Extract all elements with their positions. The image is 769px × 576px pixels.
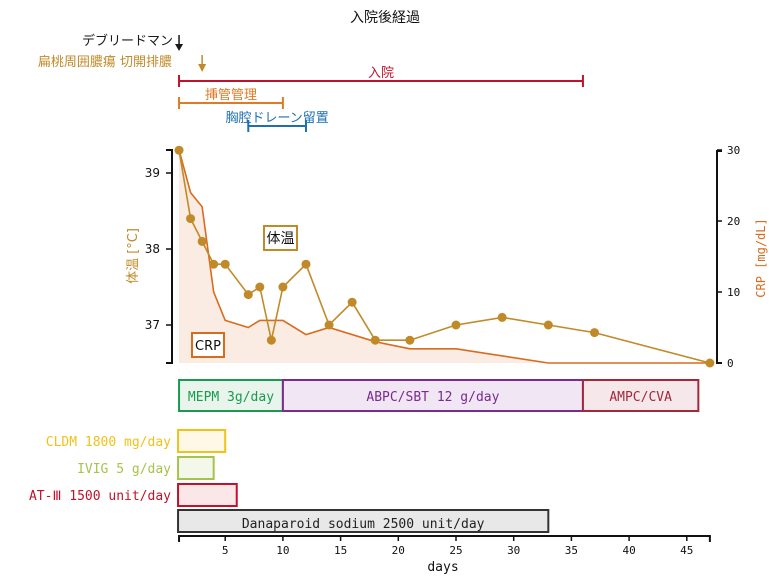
x-axis-label: days [427, 560, 458, 575]
antibiotic-bar: MEPM 3g/day [178, 379, 284, 412]
x-tick-label: 40 [622, 544, 635, 557]
svg-text:AMPC/CVA: AMPC/CVA [609, 390, 672, 405]
left-tick-label: 38 [145, 242, 160, 256]
x-tick-label: 30 [507, 544, 520, 557]
temperature-point [347, 297, 357, 307]
temperature-point [405, 335, 415, 345]
right-tick-label: 30 [727, 144, 740, 157]
arrow-down-icon [175, 44, 184, 51]
temperature-point [243, 290, 253, 300]
crp-legend-label: CRP [195, 339, 221, 354]
x-tick-label: 45 [680, 544, 693, 557]
temperature-legend-box [263, 225, 298, 251]
x-tick-label: 20 [392, 544, 405, 557]
temperature-point [451, 320, 461, 330]
temperature-point [197, 236, 207, 246]
x-tick-label: 5 [222, 544, 229, 557]
x-tick-label: 10 [276, 544, 289, 557]
left-tick-label: 39 [145, 166, 160, 180]
treatment-bar: IVIG 5 g/day [77, 456, 215, 480]
antibiotic-bars: MEPM 3g/day ABPC/SBT 12 g/day AMPC/CVA [178, 379, 700, 412]
svg-text:CLDM 1800 mg/day: CLDM 1800 mg/day [46, 435, 171, 450]
crp-line [178, 149, 710, 364]
temperature-point [497, 312, 507, 322]
svg-text:MEPM 3g/day: MEPM 3g/day [188, 390, 274, 405]
temperature-point [370, 335, 380, 345]
treatment-bar: AT-Ⅲ 1500 unit/day [29, 483, 238, 507]
svg-text:ABPC/SBT 12 g/day: ABPC/SBT 12 g/day [366, 390, 499, 405]
temperature-point [589, 328, 599, 338]
temperature-point [255, 282, 265, 292]
svg-text:挿管管理: 挿管管理 [205, 88, 257, 103]
arrow-down-icon [198, 64, 207, 72]
temperature-point [266, 335, 276, 345]
antibiotic-bar: AMPC/CVA [581, 379, 700, 412]
crp-legend-box [191, 332, 225, 358]
right-tick-label: 10 [727, 286, 740, 299]
right-tick-label: 0 [727, 357, 734, 370]
left-tick-label: 37 [145, 318, 160, 332]
left-y-axis: 37 38 39 体温 [°C] [126, 149, 173, 364]
treatment-bar: Danaparoid sodium 2500 unit/day [177, 509, 550, 533]
x-tick-label: 15 [334, 544, 347, 557]
antibiotic-bar: ABPC/SBT 12 g/day [281, 379, 584, 412]
temperature-point [301, 259, 311, 269]
plot-area: 体温 CRP [174, 145, 715, 368]
period-drain: 胸腔ドレーン留置 [225, 111, 329, 132]
temperature-point [174, 145, 184, 155]
svg-text:入院: 入院 [368, 66, 394, 81]
temperature-point [220, 259, 230, 269]
temperature-point [278, 282, 288, 292]
temperature-point [543, 320, 553, 330]
x-tick-label: 35 [565, 544, 578, 557]
svg-text:胸腔ドレーン留置: 胸腔ドレーン留置 [225, 111, 328, 126]
right-axis-label: CRP [mg/dL] [754, 218, 768, 297]
svg-text:AT-Ⅲ 1500 unit/day: AT-Ⅲ 1500 unit/day [29, 489, 171, 504]
period-intubation: 挿管管理 [178, 88, 284, 109]
temperature-point [324, 320, 334, 330]
debridement-label: デブリードマン [82, 33, 173, 49]
temperature-point [186, 214, 196, 224]
chart-title: 入院後経過 [350, 10, 420, 26]
right-y-axis: 0 10 20 30 CRP [mg/dL] [716, 144, 768, 370]
right-tick-label: 20 [727, 215, 740, 228]
x-tick-label: 25 [449, 544, 462, 557]
treatment-bar: CLDM 1800 mg/day [46, 429, 227, 453]
crp-area [179, 150, 710, 363]
x-axis: 5 10 15 20 25 30 35 40 45 days [178, 535, 711, 575]
temperature-point [209, 259, 219, 269]
period-admission: 入院 [178, 66, 584, 87]
left-axis-label: 体温 [°C] [126, 228, 141, 284]
temperature-legend-label: 体温 [267, 231, 295, 247]
svg-text:Danaparoid sodium 2500 unit/da: Danaparoid sodium 2500 unit/day [242, 517, 485, 532]
tonsil-drainage-label: 扁桃周囲膿瘍 切開排膿 [38, 54, 172, 70]
treatment-bars: CLDM 1800 mg/day IVIG 5 g/day AT-Ⅲ 1500 un… [29, 429, 550, 533]
svg-text:IVIG 5 g/day: IVIG 5 g/day [77, 462, 171, 477]
temperature-point [705, 358, 715, 368]
